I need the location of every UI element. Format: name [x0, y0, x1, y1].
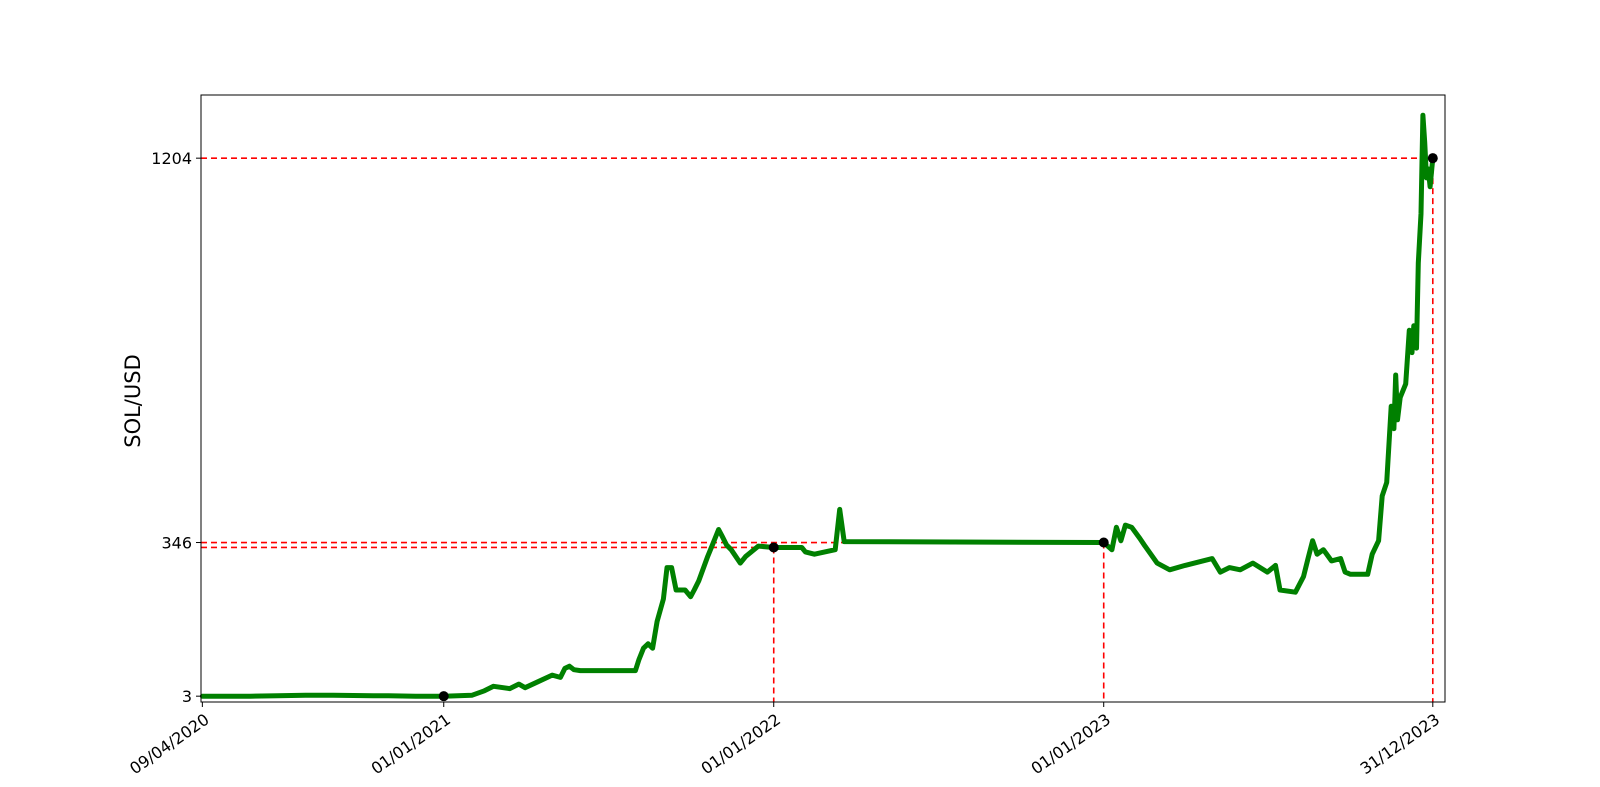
marker-point-3	[1427, 153, 1438, 164]
y-axis-title: SOL/USD	[121, 354, 145, 448]
plot-series	[199, 112, 1436, 699]
x-axis: 09/04/2020 01/01/2021 01/01/2022 01/01/2023…	[126, 702, 1443, 778]
x-tick-label-3: 01/01/2023	[1028, 710, 1114, 778]
y-tick-label-2: 1204	[151, 149, 192, 168]
plot-area-frame	[200, 94, 1446, 703]
x-tick-label-0: 09/04/2020	[126, 710, 212, 778]
marker-points	[438, 153, 1438, 702]
x-tick-label-2: 01/01/2022	[698, 710, 784, 778]
marker-point-2	[1098, 537, 1109, 548]
reference-lines	[201, 157, 1434, 702]
y-tick-label-1: 346	[161, 534, 192, 553]
x-tick-label-1: 01/01/2021	[368, 710, 454, 778]
y-axis: 3 346 1204	[151, 149, 201, 706]
marker-point-0	[438, 691, 449, 702]
marker-point-1	[768, 542, 779, 553]
series-line-0	[199, 112, 1436, 699]
x-tick-label-4: 31/12/2023	[1357, 710, 1443, 778]
y-tick-label-0: 3	[182, 687, 192, 706]
